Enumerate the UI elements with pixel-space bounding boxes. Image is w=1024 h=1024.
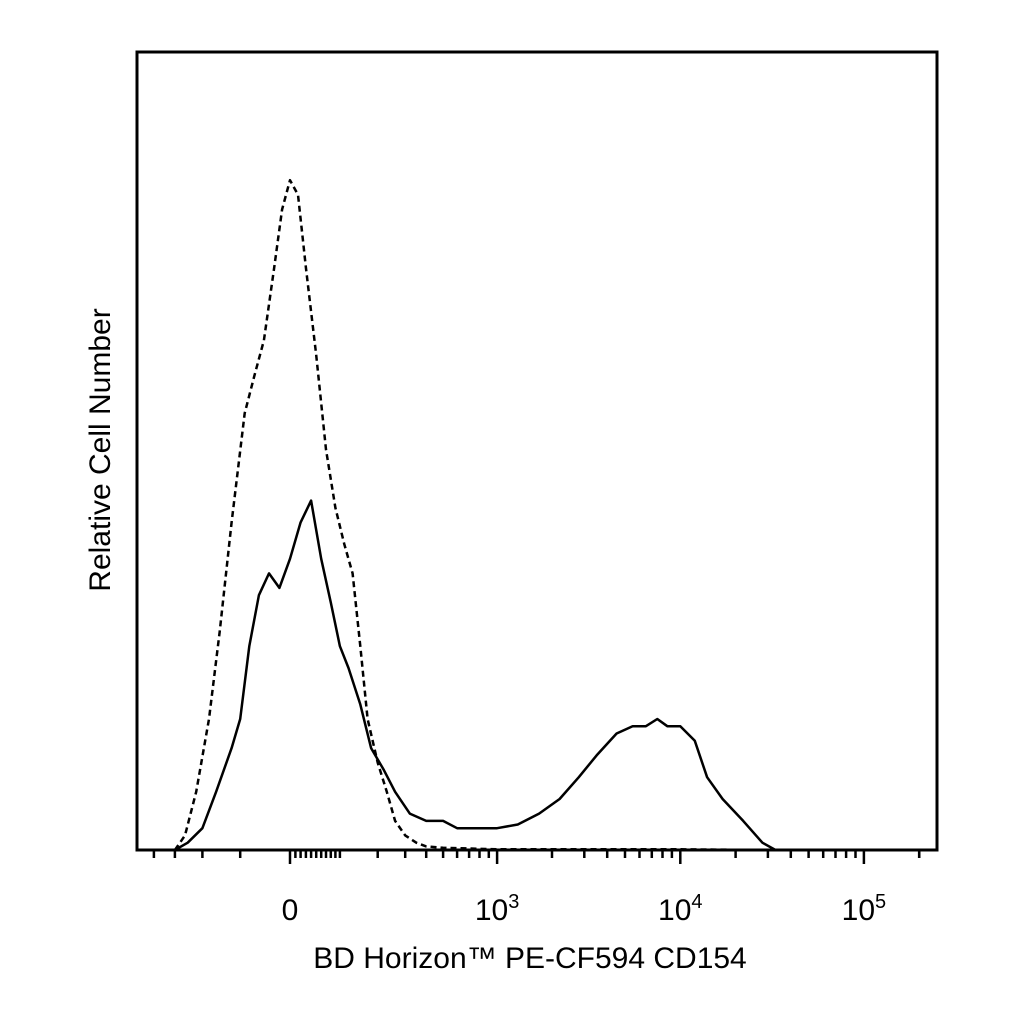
series-layer: [173, 178, 937, 852]
series-line-dashed: [173, 178, 937, 852]
x-axis-tick-labels: 0 103 104 105: [282, 891, 886, 927]
plot-frame: [135, 50, 939, 852]
x-axis-ticks: [152, 850, 921, 864]
series-line-solid: [174, 499, 937, 852]
x-tick-label: 0: [282, 894, 299, 927]
x-tick-label: 105: [842, 891, 887, 927]
x-axis-label: BD Horizon™ PE-CF594 CD154: [313, 942, 747, 975]
x-tick-label: 104: [658, 891, 703, 927]
x-tick-label: 103: [475, 891, 519, 927]
y-axis-label: Relative Cell Number: [84, 308, 117, 591]
